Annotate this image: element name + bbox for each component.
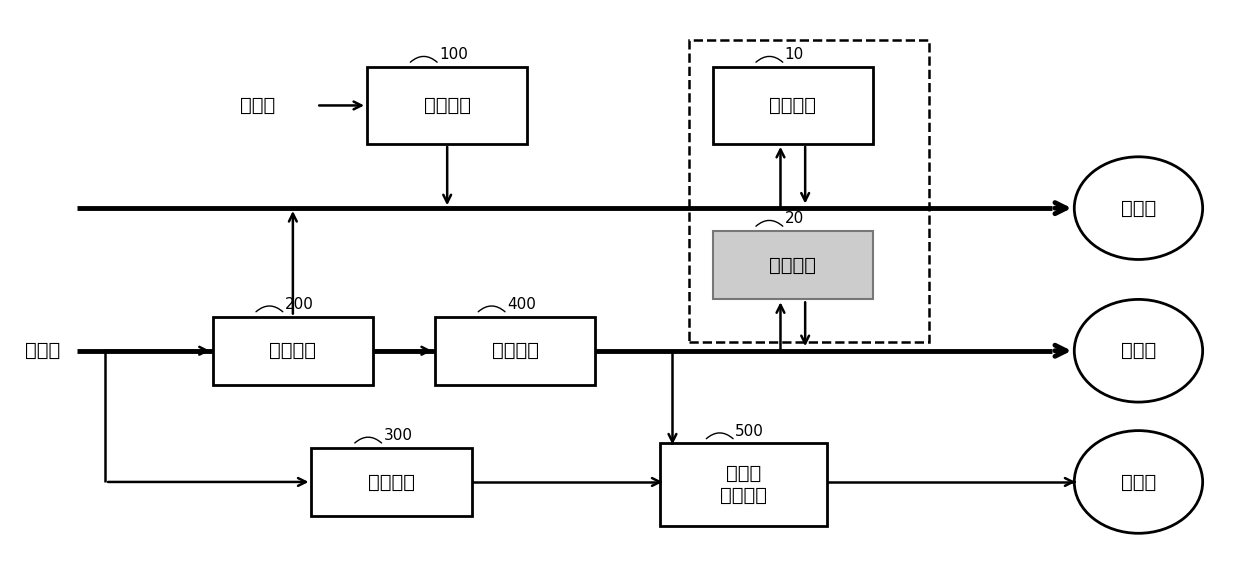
Text: 200: 200 [285, 297, 314, 312]
Ellipse shape [1074, 157, 1203, 259]
Ellipse shape [1074, 300, 1203, 402]
Text: 储热系统: 储热系统 [769, 256, 816, 275]
Text: 燃气机组: 燃气机组 [269, 341, 316, 360]
Text: 余热锅炉: 余热锅炉 [491, 341, 538, 360]
Text: 天然气: 天然气 [25, 341, 61, 360]
Text: 400: 400 [507, 297, 536, 312]
Text: 100: 100 [439, 47, 467, 62]
Bar [435, 317, 595, 385]
Text: 吸收式
制冷机组: 吸收式 制冷机组 [720, 464, 768, 505]
Text: 冷负荷: 冷负荷 [1121, 472, 1156, 491]
Bar [212, 317, 373, 385]
Text: 太阳能: 太阳能 [239, 96, 275, 115]
Text: 储电系统: 储电系统 [769, 96, 816, 115]
Bar [713, 231, 873, 300]
Text: 热负荷: 热负荷 [1121, 341, 1156, 360]
Text: 光伏系统: 光伏系统 [424, 96, 471, 115]
Bar [311, 448, 472, 516]
Text: 20: 20 [785, 211, 804, 226]
Bar [367, 67, 527, 144]
Text: 300: 300 [383, 428, 413, 443]
Text: 燃气锅炉: 燃气锅炉 [368, 472, 415, 491]
Text: 电负荷: 电负荷 [1121, 199, 1156, 218]
Bar [713, 67, 873, 144]
Bar [660, 444, 827, 526]
Bar [689, 40, 929, 342]
Text: 10: 10 [785, 47, 804, 62]
Text: 500: 500 [735, 424, 764, 439]
Ellipse shape [1074, 431, 1203, 533]
